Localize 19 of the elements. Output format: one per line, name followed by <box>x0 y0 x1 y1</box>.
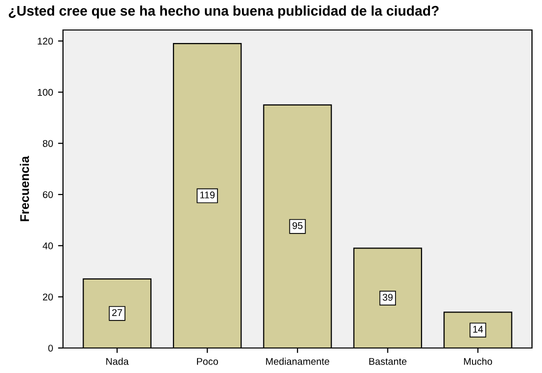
chart-title: ¿Usted cree que se ha hecho una buena publicidad de la ciudad? <box>8 6 439 18</box>
y-tick-label: 0 <box>48 344 53 352</box>
data-label: 119 <box>200 192 215 198</box>
data-label: 27 <box>112 309 122 316</box>
y-tick-label: 40 <box>42 242 53 250</box>
y-axis-title: Frecuencia <box>20 156 30 222</box>
x-tick-label: Nada <box>106 358 129 365</box>
x-tick-label: Mucho <box>464 358 492 365</box>
y-tick-label: 20 <box>42 294 53 300</box>
data-label: 39 <box>382 294 393 301</box>
x-tick-label: Medianamente <box>266 358 330 365</box>
data-label: 14 <box>473 326 484 333</box>
y-tick-label: 120 <box>38 38 53 45</box>
x-tick-label: Poco <box>197 358 218 365</box>
y-tick-label: 100 <box>38 88 53 96</box>
data-label: 95 <box>292 222 302 230</box>
y-tick-label: 80 <box>42 140 53 147</box>
y-tick-label: 60 <box>42 191 53 198</box>
x-tick-label: Bastante <box>369 358 406 365</box>
